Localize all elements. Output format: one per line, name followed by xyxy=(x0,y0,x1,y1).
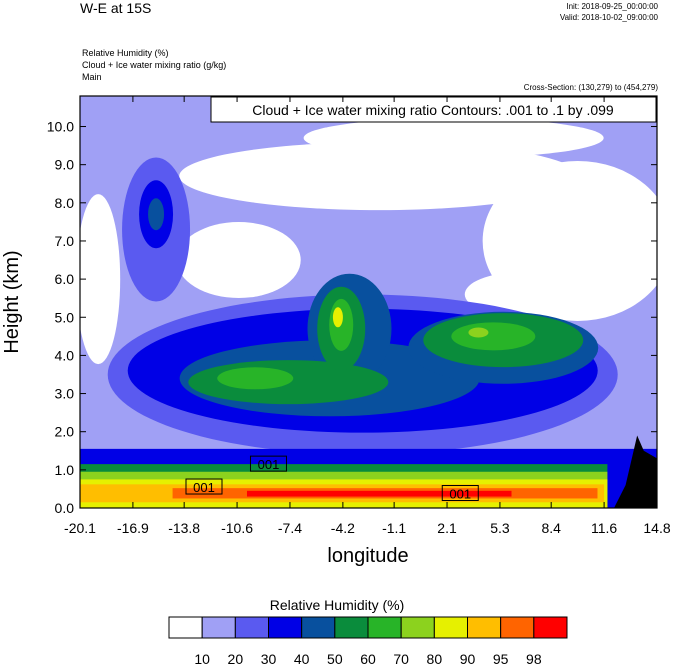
y-axis-label: Height (km) xyxy=(1,250,23,353)
y-tick-label: 5.0 xyxy=(55,309,75,325)
colorbar-swatch xyxy=(201,616,236,639)
colorbar-swatch xyxy=(500,616,535,639)
field-label-rh: Relative Humidity (%) xyxy=(82,48,169,58)
y-tick-label: 10.0 xyxy=(47,119,74,135)
colorbar: 10 20 30 40 50 60 70 80 90 95 98 xyxy=(168,616,568,667)
rh-shade xyxy=(148,198,165,231)
x-tick-label: -20.1 xyxy=(64,520,96,536)
colorbar-label: 60 xyxy=(360,651,376,667)
contour-annotation-box: Cloud + Ice water mixing ratio Contours:… xyxy=(210,96,657,123)
contour-label: 001 xyxy=(249,455,287,472)
rh-field: 001 001 001 xyxy=(80,96,657,508)
svg-text:001: 001 xyxy=(449,487,471,502)
colorbar-swatch xyxy=(467,616,502,639)
cross-section-label: Cross-Section: (130,279) to (454,279) xyxy=(523,83,658,92)
colorbar-swatch xyxy=(268,616,303,639)
y-tick-label: 8.0 xyxy=(55,195,75,211)
y-tick-label: 3.0 xyxy=(55,386,75,402)
rh-shade xyxy=(451,322,536,351)
colorbar-label: 10 xyxy=(194,651,210,667)
x-tick-label: 5.3 xyxy=(490,520,510,536)
svg-text:001: 001 xyxy=(193,480,215,495)
y-tick-label: 9.0 xyxy=(55,157,75,173)
x-tick-label: -13.8 xyxy=(168,520,200,536)
plot-main-title: W-E at 15S xyxy=(80,0,152,16)
x-tick-label: -1.1 xyxy=(382,520,406,536)
colorbar-label: 90 xyxy=(460,651,476,667)
x-axis-label: longitude xyxy=(327,545,408,567)
x-tick-label: -16.9 xyxy=(117,520,149,536)
rh-shade xyxy=(246,490,512,497)
colorbar-swatch xyxy=(301,616,336,639)
rh-shade xyxy=(176,222,301,299)
svg-text:001: 001 xyxy=(258,457,280,472)
valid-time: Valid: 2018-10-02_09:00:00 xyxy=(559,13,658,22)
x-tick-label: -7.4 xyxy=(278,520,302,536)
colorbar-label: 40 xyxy=(294,651,310,667)
rh-shade xyxy=(303,117,604,158)
y-tick-label: 2.0 xyxy=(55,424,75,440)
colorbar-label: 70 xyxy=(393,651,409,667)
rh-shade xyxy=(217,367,294,390)
contour-annotation: Cloud + Ice water mixing ratio Contours:… xyxy=(252,102,614,118)
colorbar-swatch xyxy=(168,616,203,639)
colorbar-swatch xyxy=(234,616,269,639)
x-tick-label: 8.4 xyxy=(541,520,561,536)
colorbar-title: Relative Humidity (%) xyxy=(269,597,405,613)
colorbar-swatch xyxy=(367,616,402,639)
init-time: Init: 2018-09-25_00:00:00 xyxy=(566,2,658,11)
field-label-main: Main xyxy=(82,72,102,82)
rh-shade xyxy=(332,307,343,328)
colorbar-label: 98 xyxy=(526,651,542,667)
y-axis: 0.0 1.0 2.0 3.0 4.0 5.0 6.0 7.0 8.0 9.0 10.0 xyxy=(47,119,657,516)
x-axis: -20.1 -16.9 -13.8 -10.6 -7.4 -4.2 -1.1 2.1 5.3 8.… xyxy=(64,96,671,536)
rh-shade xyxy=(329,298,354,351)
y-tick-label: 4.0 xyxy=(55,347,75,363)
field-label-cloud-ice: Cloud + Ice water mixing ratio (g/kg) xyxy=(82,60,227,70)
y-tick-label: 0.0 xyxy=(55,500,75,516)
colorbar-swatch xyxy=(433,616,469,639)
rh-shade xyxy=(468,327,489,338)
x-tick-label: 11.6 xyxy=(591,520,617,536)
colorbar-label: 20 xyxy=(228,651,244,667)
contour-label: 001 xyxy=(441,485,479,502)
colorbar-label: 50 xyxy=(327,651,343,667)
y-tick-label: 6.0 xyxy=(55,271,75,287)
x-tick-label: -4.2 xyxy=(331,520,355,536)
plot-frame xyxy=(79,95,658,509)
rh-shade xyxy=(179,142,580,211)
x-tick-label: -10.6 xyxy=(221,520,253,536)
x-tick-label: 14.8 xyxy=(643,520,670,536)
y-tick-label: 1.0 xyxy=(55,462,75,478)
colorbar-label: 80 xyxy=(427,651,443,667)
colorbar-swatch xyxy=(400,616,435,639)
colorbar-swatch xyxy=(533,616,568,639)
contour-label: 001 xyxy=(185,478,223,495)
rh-shade xyxy=(464,272,575,317)
rh-shade xyxy=(80,194,121,365)
colorbar-label: 95 xyxy=(493,651,509,667)
terrain xyxy=(614,435,657,508)
colorbar-swatch xyxy=(334,616,369,639)
x-tick-label: 2.1 xyxy=(437,520,457,536)
colorbar-label: 30 xyxy=(261,651,277,667)
y-tick-label: 7.0 xyxy=(55,233,75,249)
